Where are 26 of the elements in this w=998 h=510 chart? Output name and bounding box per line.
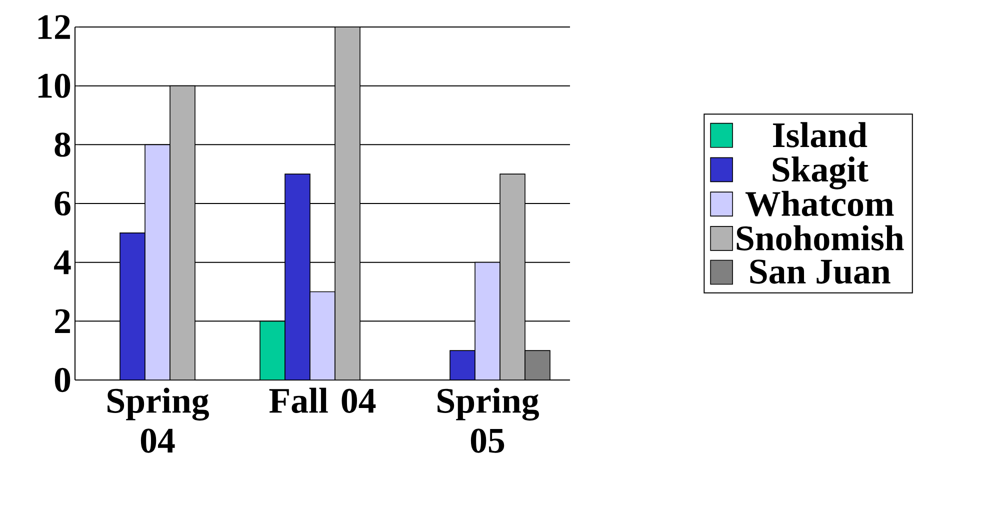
legend-label: Island: [773, 122, 868, 148]
y-tick-label: 0: [54, 368, 70, 392]
bar: [524, 350, 550, 380]
x-tick-label: Spring 05: [438, 388, 539, 453]
y-tick-label: 12: [38, 15, 70, 39]
x-tick-label: Spring 04: [108, 388, 209, 453]
y-tick-label: 6: [54, 191, 70, 216]
y-tick-label: 10: [38, 74, 70, 98]
bar: [120, 232, 145, 380]
y-tick-label: 4: [54, 250, 71, 274]
bar: [310, 292, 336, 380]
bar: [285, 174, 310, 380]
bar: [450, 350, 476, 380]
legend-label: Whatcom: [745, 190, 894, 216]
bar: [335, 26, 360, 380]
bar: [260, 321, 285, 380]
x-tick-label: Fall 04: [269, 388, 376, 413]
y-tick-label: 2: [55, 309, 70, 334]
legend-label: San Juan: [750, 260, 890, 284]
bar: [145, 144, 170, 380]
legend-label: Skagit: [772, 156, 868, 190]
bar: [474, 262, 500, 380]
y-tick-label: 8: [54, 132, 70, 157]
bar: [170, 86, 195, 380]
bar: [500, 174, 526, 380]
legend-label: Snohomish: [736, 225, 904, 250]
